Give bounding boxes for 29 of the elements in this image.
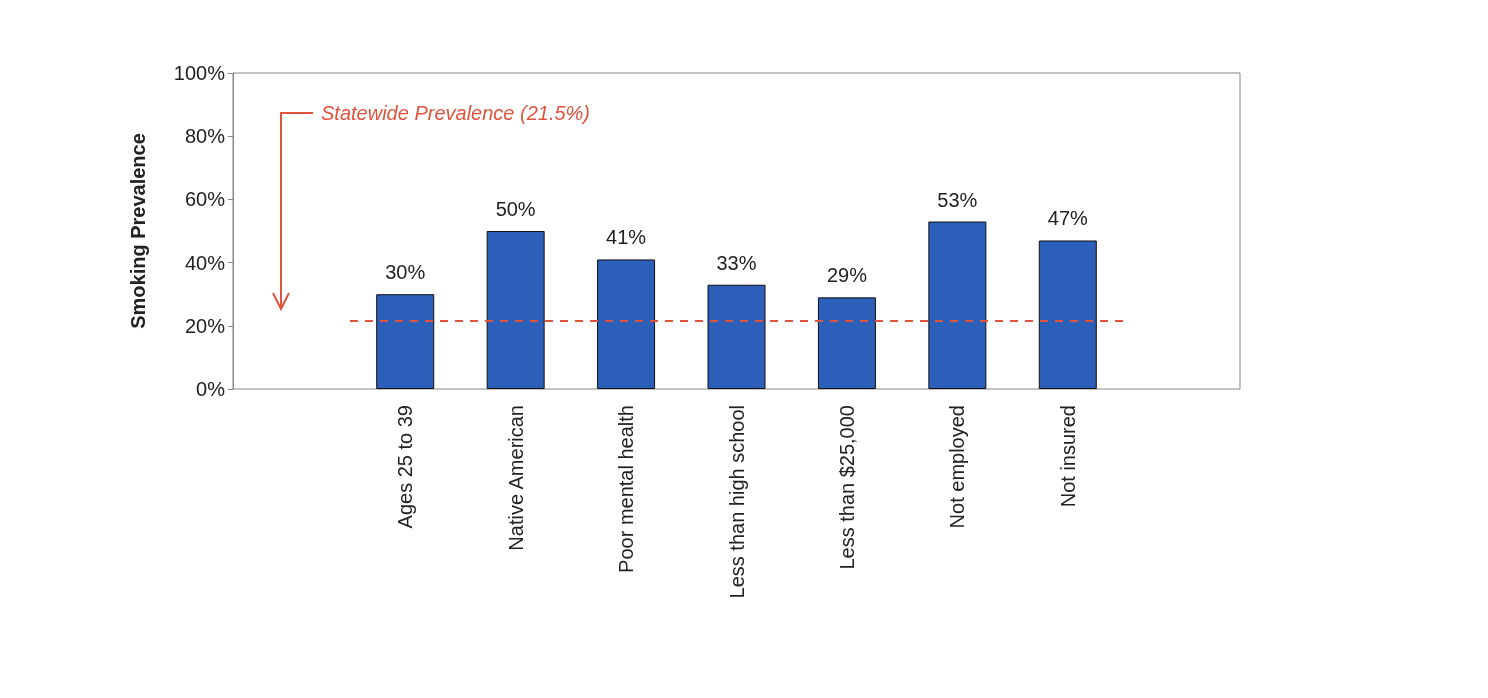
data-label: 50% — [495, 198, 536, 220]
data-label: 30% — [385, 261, 426, 284]
y-axis-title: Smoking Prevalence — [127, 133, 149, 329]
bar — [1038, 240, 1097, 389]
y-tick-label: 80% — [184, 125, 226, 148]
y-tick-label: 100% — [173, 62, 226, 84]
y-tick-label: 60% — [184, 188, 226, 211]
bar — [817, 297, 876, 389]
data-label: 33% — [716, 251, 757, 274]
data-label: 41% — [606, 226, 647, 249]
bar — [597, 259, 656, 389]
data-label: 29% — [826, 264, 868, 287]
data-label: 53% — [937, 188, 978, 211]
x-tick-label: Native American — [504, 405, 527, 551]
x-tick-label: Less than high school — [725, 405, 748, 599]
x-tick-label: Not employed — [946, 405, 969, 529]
x-tick-label: Poor mental health — [615, 405, 638, 573]
y-tick-label: 40% — [184, 251, 226, 274]
bar — [486, 231, 545, 389]
x-tick-label: Less than $25,000 — [835, 405, 858, 570]
data-label: 47% — [1047, 207, 1089, 230]
y-tick-label: 20% — [184, 314, 226, 337]
bar — [376, 294, 435, 389]
bar — [707, 284, 766, 389]
ref-line-label: Statewide Prevalence (21.5%) — [321, 102, 591, 124]
bar — [928, 221, 987, 389]
y-tick-label: 0% — [196, 378, 226, 400]
x-tick-label: Ages 25 to 39 — [394, 405, 417, 529]
x-tick-label: Not insured — [1056, 405, 1079, 508]
